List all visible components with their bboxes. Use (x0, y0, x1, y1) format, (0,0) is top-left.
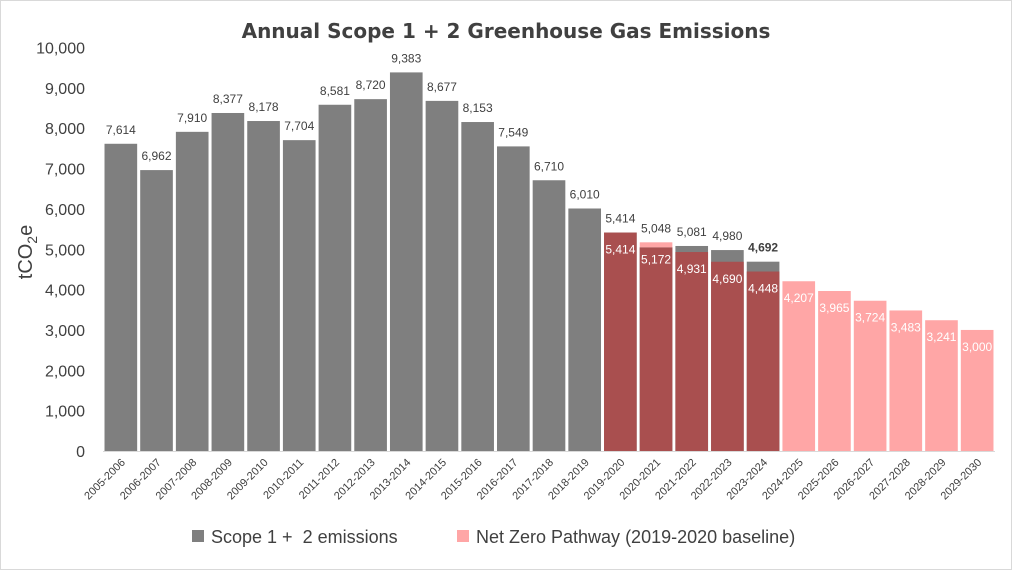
y-axis: 0 1,000 2,000 3,000 4,000 5,000 6,000 7,000 8,00… (36, 41, 85, 462)
bar-scope-emissions (211, 112, 245, 452)
data-label-scope: 5,048 (641, 221, 671, 235)
bar-scope-emissions (461, 122, 494, 451)
data-label-scope: 4,692 (748, 241, 778, 255)
x-axis: 2005-20062006-20072007-20082008-20092009… (82, 451, 995, 502)
data-label-scope: 8,178 (249, 100, 279, 114)
y-tick-label: 8,000 (45, 121, 85, 138)
data-label-scope: 8,720 (356, 78, 386, 92)
y-tick-label: 4,000 (45, 283, 85, 300)
data-label-scope: 5,414 (605, 212, 635, 226)
bar-netzero-pathway (889, 310, 923, 451)
bar-netzero-excess (639, 242, 673, 248)
legend-label-netzero: Net Zero Pathway (2019-2020 baseline) (476, 527, 795, 547)
y-axis-label: tCO2e (15, 225, 40, 279)
bar-scope-emissions (104, 143, 138, 452)
data-label-scope: 4,980 (712, 229, 742, 243)
y-tick-label: 0 (76, 444, 85, 461)
bar-netzero-overlap (746, 271, 780, 451)
y-tick-label: 3,000 (45, 323, 85, 340)
bar-scope-emissions (568, 208, 602, 451)
bar-scope-emissions (425, 100, 459, 451)
bar-netzero-pathway (960, 329, 994, 451)
bar-scope-emissions (532, 180, 566, 451)
data-label-netzero: 5,172 (641, 252, 671, 266)
data-label-scope: 9,383 (391, 51, 421, 65)
data-label-scope: 8,377 (213, 92, 243, 106)
data-label-scope: 6,962 (142, 149, 172, 163)
data-label-scope: 6,010 (570, 187, 600, 201)
bars (104, 72, 994, 452)
bar-netzero-overlap (604, 232, 637, 451)
bar-netzero-overlap (675, 252, 709, 451)
y-tick-label: 9,000 (45, 81, 85, 98)
bar-netzero-pathway (818, 291, 851, 451)
data-label-scope: 7,704 (284, 119, 314, 133)
legend-label-scope: Scope 1 + 2 emissions (211, 527, 398, 547)
bar-netzero-overlap (711, 261, 744, 451)
y-tick-label: 2,000 (45, 363, 85, 380)
bar-netzero-overlap (639, 247, 673, 451)
data-label-netzero: 3,241 (926, 330, 956, 344)
data-label-scope: 7,614 (106, 123, 136, 137)
bar-scope-emissions (496, 146, 530, 452)
bar-scope-emissions (247, 121, 280, 451)
data-label-scope: 7,910 (177, 111, 207, 125)
bar-scope-emissions (389, 72, 423, 452)
data-label-netzero: 4,207 (784, 291, 814, 305)
legend: Scope 1 + 2 emissions Net Zero Pathway (… (192, 527, 795, 547)
data-label-netzero: 3,483 (891, 320, 921, 334)
y-tick-label: 5,000 (45, 242, 85, 259)
legend-swatch-scope (192, 530, 204, 542)
bar-scope-emissions (318, 104, 352, 451)
bar-scope-emissions (175, 131, 209, 452)
data-label-scope: 8,153 (463, 101, 493, 115)
data-label-scope: 7,549 (498, 125, 528, 139)
data-label-netzero: 5,414 (605, 243, 635, 257)
data-label-netzero: 4,931 (677, 262, 707, 276)
data-labels: 7,614 6,962 7,910 8,377 8,178 7,704 8,581 8,720… (106, 51, 993, 354)
y-tick-label: 7,000 (45, 162, 85, 179)
bar-netzero-pathway (853, 300, 887, 451)
bar-netzero-pathway (782, 281, 816, 451)
bar-scope-emissions (282, 140, 316, 451)
data-label-netzero: 4,690 (712, 272, 742, 286)
data-label-netzero: 3,965 (819, 301, 849, 315)
y-tick-label: 6,000 (45, 202, 85, 219)
bar-netzero-pathway (925, 320, 958, 451)
y-tick-label: 1,000 (45, 404, 85, 421)
bar-scope-emissions (140, 170, 173, 451)
data-label-scope: 6,710 (534, 159, 564, 173)
data-label-netzero: 4,448 (748, 282, 778, 296)
data-label-netzero: 3,000 (962, 340, 992, 354)
data-label-netzero: 3,724 (855, 311, 885, 325)
y-tick-label: 10,000 (36, 41, 85, 58)
data-label-scope: 8,677 (427, 80, 457, 94)
bar-scope-emissions (354, 99, 387, 451)
legend-swatch-netzero (457, 530, 469, 542)
data-label-scope: 5,081 (677, 225, 707, 239)
chart-title: Annual Scope 1 + 2 Greenhouse Gas Emissi… (242, 19, 771, 43)
data-label-scope: 8,581 (320, 84, 350, 98)
